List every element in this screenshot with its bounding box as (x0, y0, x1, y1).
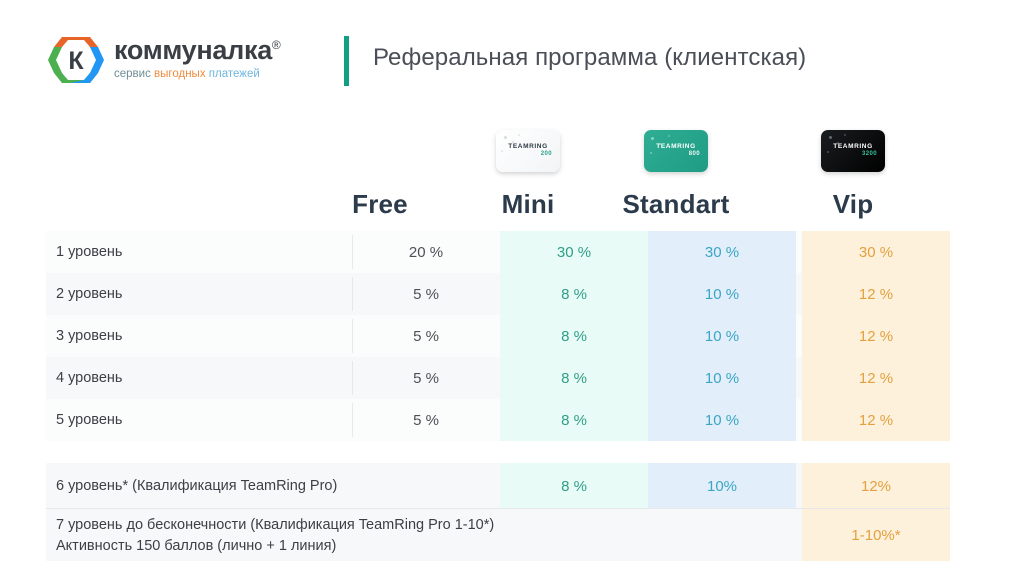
row-label: 7 уровень до бесконечности (Квалификация… (56, 515, 494, 557)
cell-free: 20 % (408, 243, 444, 261)
cell-standart: 10 % (648, 357, 796, 399)
table-row: 1 уровень 20 % 30 % 30 % 30 % (46, 231, 950, 273)
cell-vip: 1-10%* (802, 509, 950, 561)
brand-name: коммуналка® (114, 30, 281, 65)
cell-standart: 10 % (648, 273, 796, 315)
cell-mini: 8 % (500, 463, 648, 509)
table-row: 5 уровень 5 % 8 % 10 % 12 % (46, 399, 950, 441)
cell-vip: 30 % (802, 231, 950, 273)
teamring-card-mini: TEAMRING 200 (496, 130, 560, 172)
plan-name-free: Free (352, 189, 408, 219)
tagline-part-3: платежей (208, 68, 260, 80)
plan-name-standart: Standart (622, 189, 730, 219)
row-label-line-2: Активность 150 баллов (лично + 1 линия) (56, 538, 337, 554)
row-label: 3 уровень (56, 328, 123, 344)
card-brand-label-mini: TEAMRING (508, 143, 548, 150)
row-label: 1 уровень (56, 244, 123, 260)
row-label-line-1: 7 уровень до бесконечности (Квалификация… (56, 517, 495, 533)
cell-mini: 8 % (500, 399, 648, 441)
cell-standart: 30 % (648, 231, 796, 273)
cell-vip: 12 % (802, 399, 950, 441)
table-row-level6: 6 уровень* (Квалификация TeamRing Pro) 8… (46, 463, 950, 509)
brand-tagline: сервис выгодных платежей (114, 66, 280, 82)
cell-free: 5 % (413, 327, 439, 345)
cell-standart: 10 % (648, 399, 796, 441)
table-row-level7: 7 уровень до бесконечности (Квалификация… (46, 509, 950, 561)
cell-vip: 12 % (802, 315, 950, 357)
plan-header-vip: TEAMRING 3200 Vip (756, 118, 950, 222)
plan-header-mini: TEAMRING 200 Mini (454, 118, 602, 222)
svg-text:К: К (68, 47, 84, 75)
plan-name-mini: Mini (501, 189, 555, 219)
column-divider (352, 361, 353, 395)
brand-name-text: коммуналка (114, 35, 272, 65)
card-number-mini: 200 (540, 151, 552, 157)
brand-wordmark: коммуналка® сервис выгодных платежей (114, 30, 281, 82)
plan-column-headers: Free TEAMRING 200 Mini TEAMRING 800 (0, 118, 1024, 222)
tagline-part-1: сервис (114, 68, 151, 80)
row-label: 6 уровень* (Квалификация TeamRing Pro) (56, 478, 338, 494)
table-row: 3 уровень 5 % 8 % 10 % 12 % (46, 315, 950, 357)
registered-mark-icon: ® (271, 38, 281, 52)
row-separator (46, 508, 950, 509)
page-title: Реферальная программа (клиентская) (373, 44, 807, 71)
row-label: 5 уровень (56, 412, 123, 428)
cell-mini: 8 % (500, 315, 648, 357)
column-divider (352, 403, 353, 437)
column-divider (352, 319, 353, 353)
referral-levels-table: 1 уровень 20 % 30 % 30 % 30 % 2 уровень … (46, 231, 950, 561)
plan-header-standart: TEAMRING 800 Standart (602, 118, 750, 222)
cell-vip: 12 % (802, 357, 950, 399)
cell-standart: 10% (648, 463, 796, 509)
cell-standart: 10 % (648, 315, 796, 357)
teamring-card-standart: TEAMRING 800 (644, 130, 708, 172)
slide-header: К коммуналка® сервис выгодных платежей Р… (0, 0, 1024, 112)
tagline-part-2: выгодных (154, 68, 206, 80)
cell-vip: 12% (802, 463, 950, 509)
cell-free: 5 % (413, 285, 439, 303)
cell-mini: 8 % (500, 273, 648, 315)
column-divider (352, 277, 353, 311)
table-row: 4 уровень 5 % 8 % 10 % 12 % (46, 357, 950, 399)
card-brand-label-vip: TEAMRING (833, 143, 873, 150)
card-brand-label-standart: TEAMRING (656, 143, 696, 150)
card-number-standart: 800 (688, 151, 700, 157)
table-row: 2 уровень 5 % 8 % 10 % 12 % (46, 273, 950, 315)
teamring-card-vip: TEAMRING 3200 (821, 130, 885, 172)
row-label: 4 уровень (56, 370, 123, 386)
card-number-vip: 3200 (862, 151, 877, 157)
table-section-gap (46, 441, 950, 463)
title-accent-bar (344, 36, 349, 86)
hexagon-k-logo-icon: К (48, 34, 104, 86)
cell-vip: 12 % (802, 273, 950, 315)
brand-logo: К коммуналка® сервис выгодных платежей (48, 30, 318, 92)
row-label: 2 уровень (56, 286, 123, 302)
cell-mini: 30 % (500, 231, 648, 273)
plan-header-free: Free (306, 118, 454, 222)
cell-free: 5 % (413, 369, 439, 387)
cell-mini: 8 % (500, 357, 648, 399)
column-divider (352, 235, 353, 269)
plan-name-vip: Vip (832, 189, 874, 219)
cell-free: 5 % (413, 411, 439, 429)
